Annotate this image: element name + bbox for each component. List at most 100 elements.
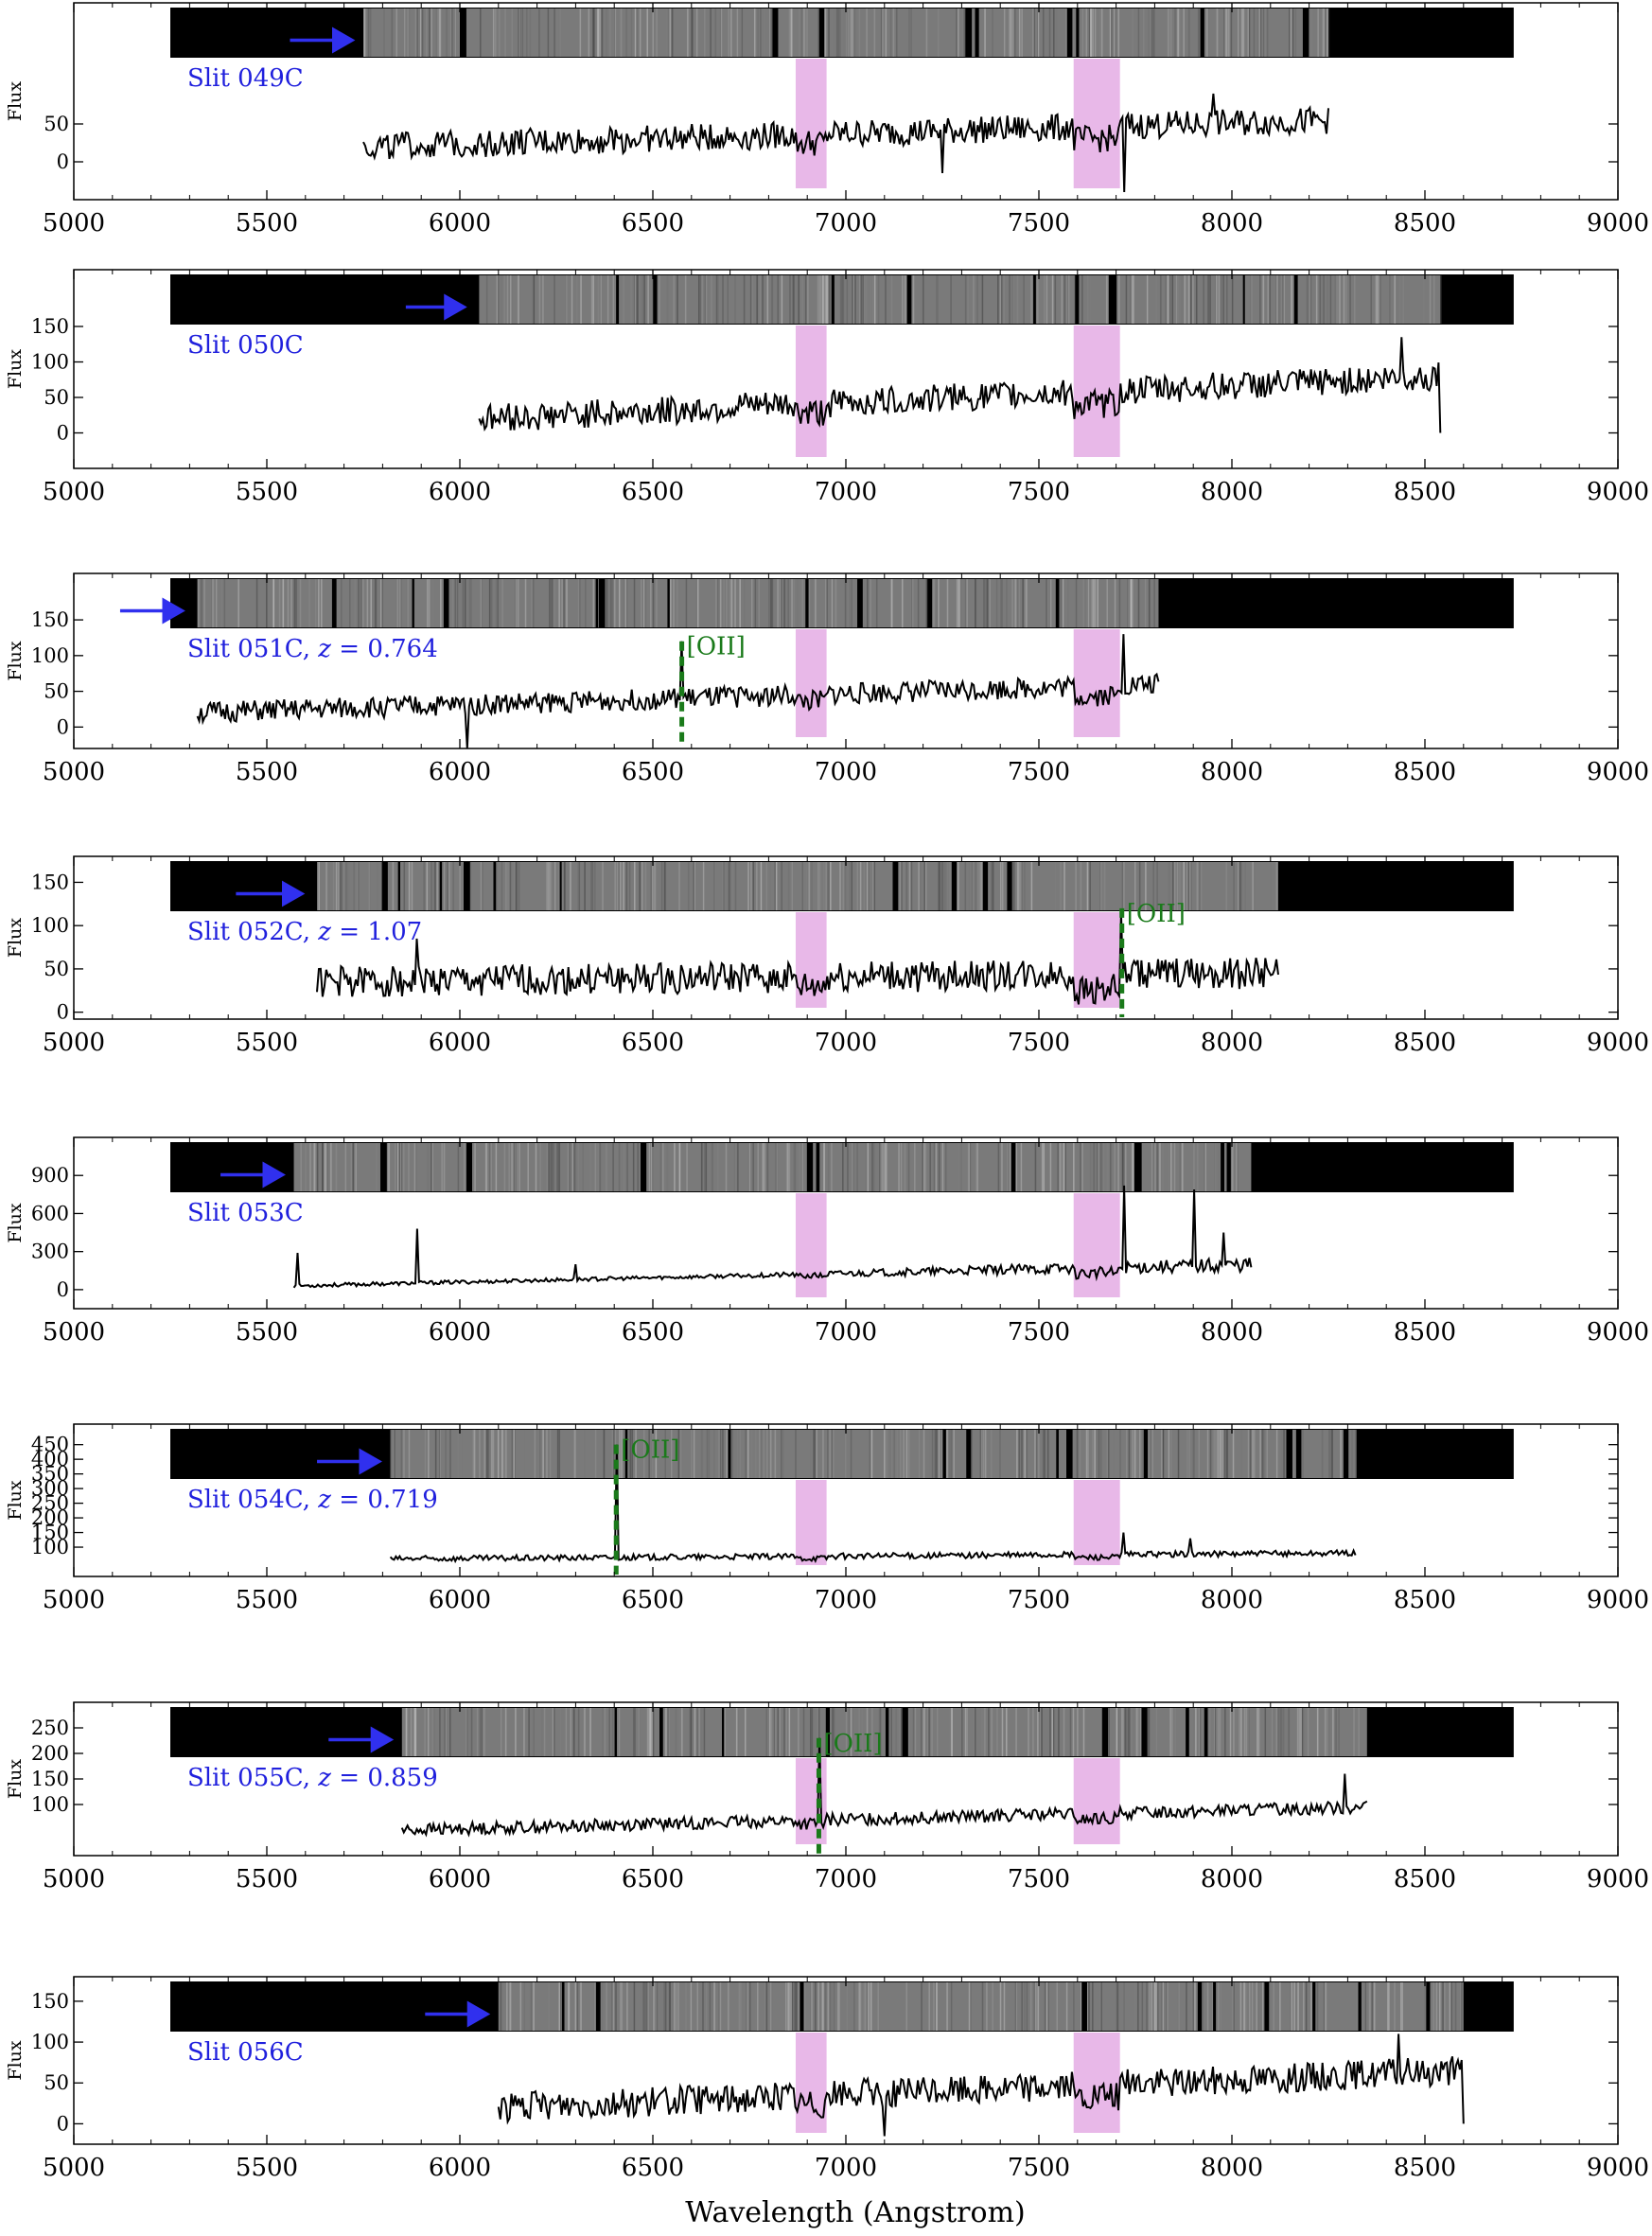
spectrum-2d-column xyxy=(632,1708,635,1756)
spectrum-2d-column xyxy=(646,1708,649,1756)
spectrum-2d-column xyxy=(1131,275,1134,324)
spectrum-2d-column xyxy=(850,1430,852,1478)
spectrum-2d-column xyxy=(933,579,935,627)
spectrum-2d-column xyxy=(1193,1143,1195,1191)
spectrum-2d-column xyxy=(470,579,472,627)
spectrum-2d-column xyxy=(515,1708,517,1756)
spectrum-2d-column xyxy=(817,862,819,910)
spectrum-2d-column xyxy=(690,1982,693,2031)
spectrum-2d-column xyxy=(483,1430,485,1478)
spectrum-2d-column xyxy=(833,9,835,57)
spectrum-2d-column xyxy=(556,1143,558,1191)
spectrum-2d-column xyxy=(846,9,848,57)
spectrum-2d-column xyxy=(299,579,302,627)
spectrum-2d-column xyxy=(445,1430,447,1478)
spectrum-2d-column xyxy=(999,862,1002,910)
spectrum-2d-column xyxy=(715,275,718,324)
spectrum-2d-column xyxy=(753,9,756,57)
spectrum-2d-column xyxy=(798,1708,800,1756)
spectrum-2d-column xyxy=(603,1430,606,1478)
spectrum-2d-column xyxy=(1222,1430,1224,1478)
spectrum-2d-column xyxy=(1159,275,1161,324)
spectrum-2d-column xyxy=(623,579,624,627)
spectrum-2d-column xyxy=(725,579,727,627)
spectrum-2d-column xyxy=(652,275,654,324)
spectrum-2d-column xyxy=(1334,275,1337,324)
slit-label-name: Slit 053C xyxy=(187,1199,304,1227)
spectrum-2d-column xyxy=(779,579,781,627)
spectrum-2d-column xyxy=(344,862,347,910)
spectrum-2d-column xyxy=(711,275,712,324)
spectrum-2d-column xyxy=(580,275,582,324)
spectrum-2d-column xyxy=(1121,1708,1123,1756)
spectrum-2d-column xyxy=(785,1143,788,1191)
spectrum-2d-column xyxy=(1155,1982,1158,2031)
slit-label: Slit 054C, z = 0.719 xyxy=(187,1486,438,1514)
spectrum-2d-column xyxy=(992,1982,993,2031)
spectrum-2d-column xyxy=(1049,1143,1052,1191)
spectrum-2d-column xyxy=(945,862,947,910)
spectrum-2d-gap xyxy=(616,275,620,324)
spectrum-2d-column xyxy=(843,9,845,57)
spectrum-2d-column xyxy=(1354,275,1356,324)
spectrum-2d-column xyxy=(1239,1708,1242,1756)
spectrum-2d-column xyxy=(1167,1143,1169,1191)
spectrum-2d-column xyxy=(1134,1430,1136,1478)
y-tick-label: 100 xyxy=(31,351,69,374)
spectrum-2d-column xyxy=(1283,275,1286,324)
spectrum-2d-column xyxy=(1144,579,1147,627)
spectrum-2d-column xyxy=(856,1143,858,1191)
spectrum-2d-column xyxy=(691,9,693,57)
spectrum-2d-column xyxy=(552,1708,554,1756)
spectrum-2d-column xyxy=(790,9,792,57)
spectrum-2d-column xyxy=(642,1430,645,1478)
spectrum-2d-column xyxy=(1106,275,1109,324)
y-tick-label: 100 xyxy=(31,644,69,667)
spectrum-2d-column xyxy=(566,579,568,627)
spectrum-2d-gap xyxy=(1293,275,1298,324)
spectrum-2d-column xyxy=(778,579,781,627)
spectrum-2d-column xyxy=(1316,1982,1319,2031)
spectrum-2d-column xyxy=(1283,1430,1285,1478)
spectrum-2d-column xyxy=(884,1143,886,1191)
spectrum-2d-column xyxy=(868,862,870,910)
y-tick-label: 0 xyxy=(57,150,69,173)
emission-line-label: [OII] xyxy=(621,1436,679,1465)
spectrum-2d-column xyxy=(570,1708,572,1756)
spectrum-2d-column xyxy=(866,1982,869,2031)
spectrum-2d-column xyxy=(533,275,536,324)
redshift-symbol: z xyxy=(317,635,331,663)
spectrum-2d-column xyxy=(1001,862,1004,910)
spectrum-2d-column xyxy=(963,9,966,57)
spectrum-2d-column xyxy=(483,1708,486,1756)
redshift-value: 0.719 xyxy=(367,1486,437,1514)
spectrum-2d-column xyxy=(1214,1430,1216,1478)
spectrum-2d-gap xyxy=(1204,1708,1208,1756)
spectrum-1d-line xyxy=(196,634,1160,749)
spectrum-2d-column xyxy=(946,1430,948,1478)
spectrum-2d-column xyxy=(1159,1143,1161,1191)
y-axis-label: Flux xyxy=(5,918,26,958)
spectrum-2d-gap xyxy=(624,1430,628,1478)
spectrum-2d-column xyxy=(877,275,880,324)
spectrum-2d-column xyxy=(758,579,760,627)
spectrum-2d-column xyxy=(817,1708,820,1756)
spectrum-2d-column xyxy=(851,862,853,910)
spectrum-2d-column xyxy=(766,1143,769,1191)
spectrum-2d-column xyxy=(449,1708,451,1756)
spectrum-2d-gap xyxy=(1055,579,1060,627)
x-tick-label: 5500 xyxy=(236,478,298,506)
spectrum-2d-column xyxy=(852,275,855,324)
spectrum-2d-column xyxy=(975,1143,977,1191)
spectrum-2d-column xyxy=(1003,1982,1006,2031)
spectrum-2d-column xyxy=(1129,1708,1131,1756)
spectrum-2d-column xyxy=(700,1708,703,1756)
spectrum-2d-column xyxy=(1052,1708,1055,1756)
spectrum-2d-column xyxy=(1009,9,1011,57)
spectrum-2d-column xyxy=(1106,579,1108,627)
spectrum-2d-column xyxy=(644,862,647,910)
spectrum-2d-column xyxy=(1301,1708,1304,1756)
spectrum-2d-column xyxy=(1236,1143,1238,1191)
spectrum-2d-column xyxy=(295,579,297,627)
spectrum-2d-column xyxy=(777,275,780,324)
